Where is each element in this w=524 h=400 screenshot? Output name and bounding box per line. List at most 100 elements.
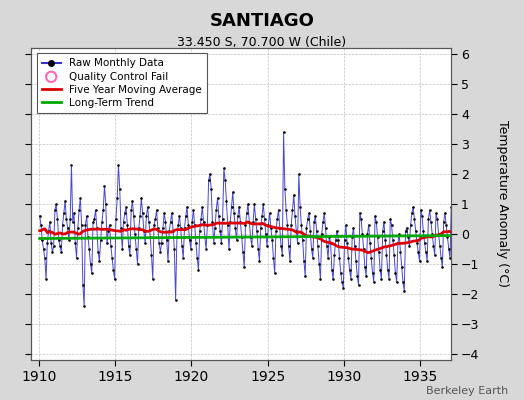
Point: [149, 276, 157, 282]
Point: [258, 213, 266, 219]
Point: [178, 243, 186, 249]
Legend: Raw Monthly Data, Quality Control Fail, Five Year Moving Average, Long-Term Tren: Raw Monthly Data, Quality Control Fail, …: [37, 53, 207, 113]
Point: [107, 243, 115, 249]
Point: [333, 228, 341, 234]
Point: [98, 219, 106, 225]
Point: [266, 210, 274, 216]
Point: [302, 225, 311, 231]
Point: [38, 237, 47, 243]
Point: [243, 210, 251, 216]
Point: [429, 243, 438, 249]
Point: [146, 234, 155, 240]
Point: [371, 213, 379, 219]
Point: [310, 219, 318, 225]
Point: [62, 216, 71, 222]
Point: [174, 222, 182, 228]
Point: [240, 264, 248, 270]
Point: [392, 279, 401, 285]
Point: [105, 222, 114, 228]
Point: [199, 219, 208, 225]
Point: [208, 219, 216, 225]
Point: [47, 240, 56, 246]
Point: [169, 228, 177, 234]
Point: [113, 195, 122, 201]
Point: [362, 273, 370, 279]
Point: [343, 240, 351, 246]
Point: [338, 279, 346, 285]
Point: [131, 231, 139, 237]
Point: [441, 210, 449, 216]
Point: [390, 252, 398, 258]
Point: [151, 216, 159, 222]
Point: [342, 222, 350, 228]
Point: [290, 192, 298, 198]
Point: [241, 222, 249, 228]
Point: [361, 264, 369, 270]
Point: [95, 258, 104, 264]
Point: [84, 234, 92, 240]
Point: [424, 216, 433, 222]
Point: [239, 249, 247, 255]
Point: [60, 210, 68, 216]
Point: [40, 255, 49, 261]
Point: [191, 222, 199, 228]
Point: [268, 237, 276, 243]
Point: [301, 273, 309, 279]
Point: [197, 216, 205, 222]
Point: [42, 276, 50, 282]
Point: [195, 228, 204, 234]
Point: [324, 255, 332, 261]
Point: [391, 270, 400, 276]
Point: [270, 270, 279, 276]
Point: [380, 219, 388, 225]
Point: [330, 252, 339, 258]
Point: [57, 249, 66, 255]
Point: [235, 204, 243, 210]
Point: [75, 207, 83, 213]
Point: [300, 258, 308, 264]
Point: [375, 249, 383, 255]
Point: [435, 243, 444, 249]
Point: [109, 267, 117, 273]
Point: [82, 213, 91, 219]
Point: [61, 198, 69, 204]
Point: [372, 219, 380, 225]
Point: [170, 246, 179, 252]
Point: [288, 207, 297, 213]
Point: [159, 225, 167, 231]
Point: [336, 270, 345, 276]
Point: [376, 267, 384, 273]
Point: [286, 258, 294, 264]
Point: [347, 276, 355, 282]
Point: [192, 240, 200, 246]
Point: [276, 225, 284, 231]
Point: [312, 228, 321, 234]
Point: [119, 219, 128, 225]
Point: [437, 255, 445, 261]
Point: [321, 225, 330, 231]
Point: [401, 228, 410, 234]
Point: [182, 213, 190, 219]
Point: [179, 255, 188, 261]
Point: [180, 225, 189, 231]
Point: [147, 252, 156, 258]
Point: [408, 210, 416, 216]
Point: [231, 225, 239, 231]
Point: [66, 216, 74, 222]
Point: [425, 207, 434, 213]
Point: [127, 207, 135, 213]
Point: [416, 258, 424, 264]
Point: [46, 219, 54, 225]
Point: [145, 219, 153, 225]
Point: [356, 210, 364, 216]
Text: 33.450 S, 70.700 W (Chile): 33.450 S, 70.700 W (Chile): [178, 36, 346, 49]
Point: [85, 246, 93, 252]
Point: [350, 225, 358, 231]
Point: [269, 255, 278, 261]
Point: [318, 231, 326, 237]
Point: [267, 225, 275, 231]
Point: [428, 231, 436, 237]
Point: [96, 237, 105, 243]
Point: [237, 234, 246, 240]
Point: [283, 222, 291, 228]
